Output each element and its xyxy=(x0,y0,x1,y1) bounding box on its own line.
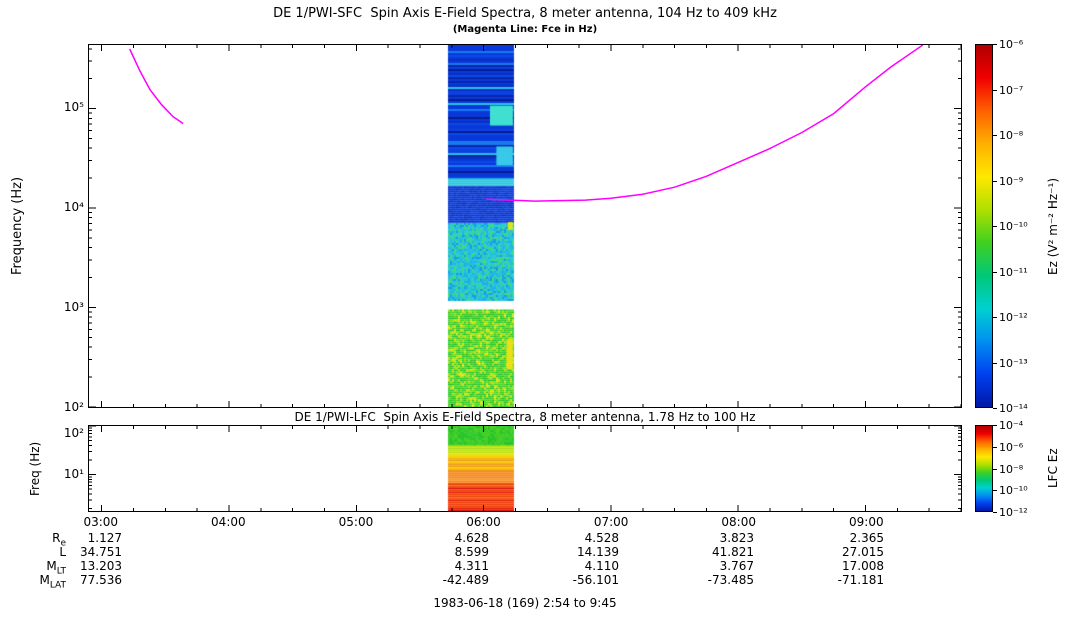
sfc-colorbar xyxy=(975,44,993,408)
ephemeris-value: 3.823 xyxy=(719,531,754,545)
colorbar-tick-mark xyxy=(993,271,997,273)
y-tick-label: 10² xyxy=(63,400,84,414)
colorbar-tick-mark xyxy=(993,408,997,409)
y-tick-label: 10² xyxy=(63,426,84,440)
ephemeris-label-subscript: LT xyxy=(56,566,66,577)
ephemeris-row-label: MLT xyxy=(14,559,66,576)
ephemeris-row-label: MLAT xyxy=(14,573,66,590)
colorbar-tick-label: 10⁻¹⁰ xyxy=(999,484,1028,498)
colorbar-tick-mark xyxy=(993,512,997,513)
colorbar-tick-label: 10⁻¹³ xyxy=(999,356,1028,370)
sfc-y-axis-label: Frequency (Hz) xyxy=(10,176,25,276)
sfc-plot-subtitle: (Magenta Line: Fce in Hz) xyxy=(452,24,598,35)
ephemeris-value: 13.203 xyxy=(80,559,122,573)
lfc-colorbar-gradient xyxy=(976,426,992,511)
colorbar-tick-mark xyxy=(993,490,997,492)
ephemeris-value: 41.821 xyxy=(712,545,754,559)
ephemeris-value: 77.536 xyxy=(80,573,122,587)
ephemeris-value: -42.489 xyxy=(442,573,489,587)
lfc-plot-title: DE 1/PWI-LFC Spin Axis E-Field Spectra, … xyxy=(294,410,756,424)
ephemeris-label-subscript: LAT xyxy=(49,580,66,591)
y-tick-label: 10³ xyxy=(63,300,84,314)
ephemeris-value: 8.599 xyxy=(454,545,489,559)
ephemeris-value: 4.110 xyxy=(584,559,619,573)
ephemeris-value: 27.015 xyxy=(842,545,884,559)
colorbar-tick-mark xyxy=(993,446,997,448)
sfc-colorbar-gradient xyxy=(976,45,992,407)
ephemeris-value: 1.127 xyxy=(87,531,122,545)
colorbar-tick-label: 10⁻⁶ xyxy=(999,38,1024,51)
ephemeris-label-text: M xyxy=(39,573,50,587)
sfc-colorbar-label: Ez (V² m⁻² Hz⁻¹) xyxy=(1046,177,1060,275)
y-tick-label: 10⁴ xyxy=(63,200,84,214)
lfc-spectrogram-canvas xyxy=(89,426,961,511)
y-tick-label: 10⁵ xyxy=(63,100,84,114)
ephemeris-label-subscript: e xyxy=(60,538,66,549)
colorbar-tick-mark xyxy=(993,180,997,182)
ephemeris-value: 4.311 xyxy=(454,559,489,573)
x-tick-label: 06:00 xyxy=(466,515,501,529)
ephemeris-label-text: M xyxy=(46,559,57,573)
ephemeris-row-label: L xyxy=(14,545,66,559)
colorbar-tick-label: 10⁻¹⁰ xyxy=(999,220,1028,233)
colorbar-tick-label: 10⁻¹¹ xyxy=(999,265,1028,279)
x-tick-label: 07:00 xyxy=(593,515,629,529)
colorbar-tick-label: 10⁻⁸ xyxy=(999,129,1024,142)
ephemeris-value: 34.751 xyxy=(80,545,122,559)
x-tick-label: 03:00 xyxy=(83,515,119,529)
sfc-plot-area xyxy=(88,44,962,408)
time-range-footer: 1983-06-18 (169) 2:54 to 9:45 xyxy=(433,596,617,610)
colorbar-tick-label: 10⁻¹⁴ xyxy=(999,402,1028,415)
sfc-plot-title: DE 1/PWI-SFC Spin Axis E-Field Spectra, … xyxy=(273,6,777,21)
colorbar-tick-mark xyxy=(993,89,997,91)
x-tick-label: 05:00 xyxy=(338,515,374,529)
colorbar-tick-mark xyxy=(993,425,997,426)
ephemeris-value: 4.628 xyxy=(454,531,489,545)
x-tick-label: 08:00 xyxy=(721,515,756,529)
lfc-plot-area xyxy=(88,425,962,512)
lfc-colorbar xyxy=(975,425,993,512)
ephemeris-row-label: Re xyxy=(14,531,66,548)
ephemeris-value: -71.181 xyxy=(837,573,884,587)
colorbar-tick-label: 10⁻⁸ xyxy=(999,462,1024,476)
colorbar-tick-mark xyxy=(993,362,997,364)
colorbar-tick-label: 10⁻⁷ xyxy=(999,83,1024,97)
ephemeris-label-text: R xyxy=(52,531,61,545)
colorbar-tick-mark xyxy=(993,226,997,227)
colorbar-tick-label: 10⁻⁶ xyxy=(999,440,1024,454)
colorbar-tick-label: 10⁻⁴ xyxy=(999,419,1024,432)
ephemeris-value: 14.139 xyxy=(577,545,619,559)
ephemeris-label-text: L xyxy=(59,545,66,559)
ephemeris-value: 3.767 xyxy=(719,559,754,573)
colorbar-tick-label: 10⁻¹² xyxy=(999,311,1028,324)
x-tick-label: 09:00 xyxy=(849,515,884,529)
y-tick-label: 10¹ xyxy=(63,466,84,481)
sfc-spectrogram-canvas xyxy=(89,45,961,407)
colorbar-tick-mark xyxy=(993,468,997,470)
ephemeris-value: 4.528 xyxy=(584,531,619,545)
ephemeris-value: -73.485 xyxy=(707,573,754,587)
x-tick-label: 04:00 xyxy=(211,515,246,529)
ephemeris-value: -56.101 xyxy=(572,573,619,587)
colorbar-tick-label: 10⁻⁹ xyxy=(999,174,1024,188)
ephemeris-value: 2.365 xyxy=(849,531,884,545)
colorbar-tick-mark xyxy=(993,44,997,45)
colorbar-tick-label: 10⁻¹² xyxy=(999,506,1028,519)
colorbar-tick-mark xyxy=(993,317,997,318)
lfc-colorbar-label: LFC Ez xyxy=(1046,448,1060,489)
colorbar-tick-mark xyxy=(993,135,997,136)
ephemeris-value: 17.008 xyxy=(842,559,884,573)
